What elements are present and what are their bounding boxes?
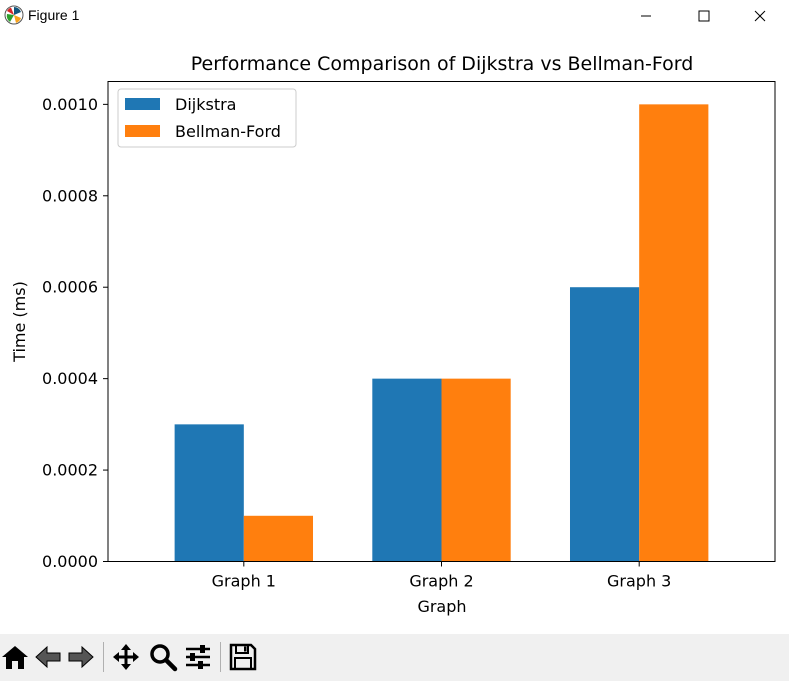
forward-button[interactable] [66, 642, 96, 672]
navigation-toolbar [0, 634, 789, 681]
toolbar-separator [220, 642, 221, 672]
y-tick-label: 0.0006 [42, 278, 98, 297]
window-titlebar: Figure 1 [0, 0, 789, 34]
x-tick-label: Graph 2 [409, 572, 473, 591]
chart-title: Performance Comparison of Dijkstra vs Be… [191, 53, 694, 75]
bar-chart: 0.0000 0.0002 0.0004 0.0006 0.0008 0.0010 Gra… [10, 53, 776, 616]
x-axis-label: Graph [417, 597, 466, 616]
figure-canvas[interactable]: 0.0000 0.0002 0.0004 0.0006 0.0008 0.0010 Gra… [0, 34, 789, 634]
maximize-icon [698, 10, 710, 22]
bar-dijkstra-graph-1 [174, 424, 244, 562]
save-icon [229, 643, 257, 671]
close-button[interactable] [731, 0, 789, 32]
bars-group [174, 104, 709, 562]
y-tick-label: 0.0004 [42, 369, 98, 388]
y-axis-label: Time (ms) [10, 281, 29, 363]
back-arrow-icon [35, 645, 61, 669]
y-tick-label: 0.0002 [42, 461, 98, 480]
maximize-button[interactable] [675, 0, 733, 32]
legend-label-dijkstra: Dijkstra [175, 95, 236, 114]
x-ticks-group: Graph 1 Graph 2 Graph 3 [212, 561, 671, 591]
legend: Dijkstra Bellman-Ford [117, 88, 297, 148]
bar-dijkstra-graph-2 [372, 378, 442, 562]
y-ticks-group: 0.0000 0.0002 0.0004 0.0006 0.0008 0.0010 [42, 95, 108, 571]
home-button[interactable] [0, 642, 30, 672]
y-tick-label: 0.0000 [42, 552, 98, 571]
legend-label-bellman-ford: Bellman-Ford [175, 122, 281, 141]
matplotlib-logo-icon [4, 5, 24, 25]
pan-button[interactable] [111, 642, 141, 672]
legend-swatch-dijkstra [125, 98, 160, 110]
y-tick-label: 0.0008 [42, 186, 98, 205]
pan-icon [113, 644, 139, 670]
save-button[interactable] [228, 642, 258, 672]
bar-bellman-ford-graph-3 [639, 104, 709, 562]
home-icon [2, 646, 28, 669]
close-icon [754, 10, 766, 22]
minimize-button[interactable] [617, 0, 675, 32]
back-button[interactable] [33, 642, 63, 672]
toolbar-separator [103, 642, 104, 672]
configure-subplots-button[interactable] [183, 642, 213, 672]
bar-bellman-ford-graph-1 [243, 515, 314, 562]
forward-arrow-icon [68, 645, 94, 669]
window-title: Figure 1 [28, 7, 80, 23]
y-tick-label: 0.0010 [42, 95, 98, 114]
x-tick-label: Graph 1 [212, 572, 276, 591]
x-tick-label: Graph 3 [607, 572, 671, 591]
minimize-icon [641, 15, 651, 17]
configure-subplots-icon [186, 645, 210, 669]
zoom-button[interactable] [148, 642, 178, 672]
zoom-icon [150, 644, 178, 672]
legend-swatch-bellman-ford [125, 125, 160, 137]
legend-frame [117, 88, 297, 148]
bar-dijkstra-graph-3 [569, 287, 640, 562]
bar-bellman-ford-graph-2 [441, 378, 511, 562]
